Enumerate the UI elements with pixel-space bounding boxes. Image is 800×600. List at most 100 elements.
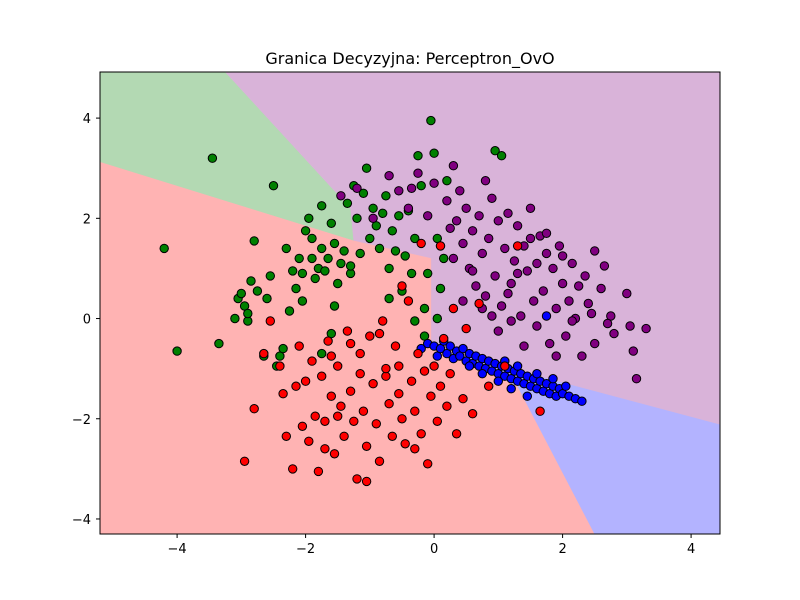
data-point — [246, 276, 256, 286]
data-point — [442, 401, 452, 411]
data-point — [480, 176, 491, 186]
data-point — [448, 303, 459, 314]
data-point — [259, 348, 269, 359]
data-point — [317, 371, 327, 381]
data-point — [477, 248, 487, 259]
data-point — [397, 281, 407, 291]
data-point — [394, 211, 404, 221]
data-point — [419, 303, 430, 314]
data-point — [384, 263, 394, 274]
data-point — [172, 346, 182, 356]
data-point — [320, 416, 330, 426]
data-point — [230, 313, 240, 324]
data-point — [317, 348, 327, 359]
data-point — [522, 266, 532, 276]
data-point — [451, 216, 462, 226]
data-point — [625, 321, 635, 331]
data-point — [484, 381, 494, 391]
data-point — [352, 474, 362, 484]
data-point — [541, 228, 552, 239]
data-point — [577, 351, 587, 361]
data-point — [548, 263, 558, 274]
data-point — [336, 258, 346, 269]
data-point — [590, 246, 600, 256]
data-point — [345, 261, 356, 271]
data-point — [378, 316, 388, 326]
data-point — [236, 288, 247, 299]
data-point — [490, 146, 500, 156]
data-point — [545, 338, 555, 349]
data-point — [535, 406, 545, 416]
data-point — [413, 151, 423, 161]
data-point — [410, 444, 420, 454]
data-point — [345, 386, 356, 396]
data-point — [506, 278, 516, 289]
data-point — [439, 253, 449, 264]
data-point — [448, 161, 459, 171]
data-point — [400, 439, 410, 449]
data-point — [580, 271, 590, 281]
y-tick-label: 4 — [83, 112, 91, 127]
data-point — [384, 171, 394, 181]
data-point — [461, 323, 471, 334]
x-tick-label: 0 — [430, 542, 438, 557]
data-point — [442, 196, 452, 206]
data-point — [496, 151, 507, 161]
data-point — [538, 286, 548, 296]
data-point — [487, 311, 497, 321]
data-point — [394, 361, 404, 371]
data-point — [477, 369, 487, 379]
data-point — [609, 328, 619, 339]
data-point — [374, 328, 385, 339]
y-tick-label: 0 — [83, 313, 91, 328]
x-tick-label: −2 — [296, 542, 315, 557]
data-point — [326, 351, 336, 361]
data-point — [525, 203, 536, 214]
data-point — [464, 361, 475, 371]
data-point — [484, 233, 494, 244]
data-point — [512, 221, 523, 231]
data-point — [300, 226, 311, 236]
data-point — [304, 213, 314, 224]
data-point — [429, 361, 439, 371]
data-point — [487, 193, 497, 204]
plot-frame — [99, 71, 721, 535]
data-point — [368, 379, 378, 389]
data-point — [297, 421, 308, 431]
data-point — [435, 381, 446, 391]
data-point — [320, 266, 330, 276]
data-point — [423, 459, 433, 469]
data-point — [561, 331, 571, 341]
data-point — [374, 456, 385, 466]
x-axis: −4 −2 0 2 4 — [168, 534, 695, 557]
data-point — [432, 313, 442, 324]
data-point — [490, 271, 500, 281]
data-point — [455, 186, 465, 196]
data-point — [243, 308, 253, 319]
data-point — [368, 213, 378, 224]
series-purple — [336, 161, 651, 384]
data-point — [413, 348, 423, 359]
x-tick-label: 2 — [558, 542, 566, 557]
data-point — [361, 441, 372, 451]
data-point — [310, 411, 320, 421]
data-point — [252, 286, 263, 296]
data-point — [329, 301, 340, 311]
data-point — [249, 236, 259, 246]
data-point — [532, 369, 542, 379]
data-point — [291, 283, 301, 294]
data-point — [394, 389, 404, 399]
data-point — [429, 178, 439, 188]
data-point — [445, 369, 455, 379]
data-point — [284, 306, 295, 316]
data-point — [365, 331, 375, 341]
data-point — [410, 233, 420, 244]
data-point — [390, 341, 401, 351]
data-point — [557, 251, 568, 261]
data-point — [561, 381, 571, 391]
data-point — [522, 391, 532, 401]
data-point — [564, 296, 574, 306]
data-point — [304, 436, 314, 446]
data-point — [265, 271, 275, 281]
